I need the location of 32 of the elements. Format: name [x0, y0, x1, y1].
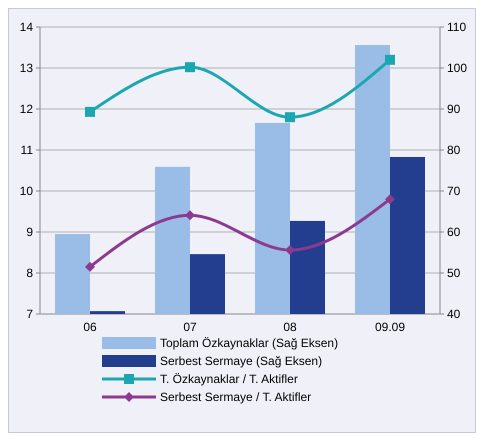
y-tick-label: 14	[20, 20, 34, 34]
y2-tick-label: 80	[447, 143, 461, 158]
legend-label: Toplam Özkaynaklar (Sağ Eksen)	[160, 336, 338, 350]
y2-tick-label: 70	[447, 184, 461, 198]
y2-tick-label: 60	[447, 225, 461, 240]
point	[385, 54, 395, 65]
legend-label: Serbest Sermaye (Sağ Eksen)	[160, 354, 322, 368]
y-tick-label: 12	[20, 102, 34, 116]
y-tick-label: 10	[20, 184, 34, 198]
point	[185, 210, 195, 220]
point	[285, 112, 295, 122]
y2-tick-label: 40	[447, 307, 461, 322]
y-tick-label: 7	[26, 307, 34, 322]
legend-label: Serbest Sermaye / T. Aktifler	[160, 390, 312, 404]
y2-tick-label: 110	[447, 20, 466, 34]
point	[185, 62, 195, 72]
y-tick-label: 13	[20, 61, 34, 76]
x-tick-label: 07	[183, 320, 197, 334]
y2-tick-label: 50	[447, 266, 461, 280]
y-tick-label: 11	[20, 143, 34, 158]
legend-label: T. Özkaynaklar / T. Aktifler	[160, 372, 298, 386]
point	[85, 106, 95, 117]
x-tick-label: 06	[83, 320, 97, 334]
x-tick-label: 08	[283, 320, 297, 334]
y2-tick-label: 100	[447, 61, 468, 76]
y-tick-label: 9	[26, 225, 34, 240]
point	[285, 245, 295, 256]
y-tick-label: 8	[26, 266, 34, 280]
y2-tick-label: 90	[447, 102, 461, 116]
x-tick-label: 09.09	[374, 320, 406, 334]
point	[85, 262, 95, 272]
point	[385, 194, 395, 204]
